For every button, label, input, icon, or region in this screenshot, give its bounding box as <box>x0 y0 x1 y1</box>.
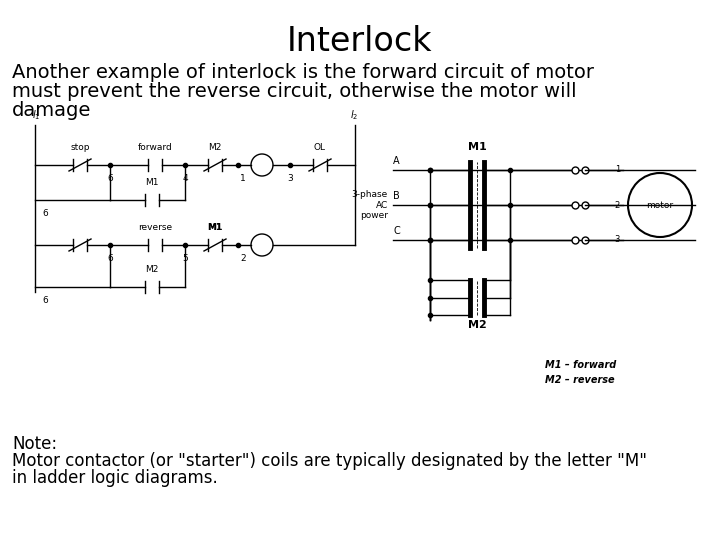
Text: $l_2$: $l_2$ <box>350 108 358 122</box>
Text: damage: damage <box>12 101 91 120</box>
Text: $l_1$: $l_1$ <box>32 108 40 122</box>
Text: 5: 5 <box>182 254 188 263</box>
Text: 3: 3 <box>287 174 293 183</box>
Text: M1: M1 <box>467 142 487 152</box>
Text: M1: M1 <box>207 223 222 232</box>
Text: 6: 6 <box>107 254 113 263</box>
Text: Another example of interlock is the forward circuit of motor: Another example of interlock is the forw… <box>12 63 594 82</box>
Text: stop: stop <box>71 143 90 152</box>
Text: 6: 6 <box>107 174 113 183</box>
Text: forward: forward <box>138 143 172 152</box>
Text: 3-phase
AC
power: 3-phase AC power <box>352 190 388 220</box>
Text: in ladder logic diagrams.: in ladder logic diagrams. <box>12 469 217 487</box>
Text: Interlock: Interlock <box>287 25 433 58</box>
Text: 1: 1 <box>240 174 246 183</box>
Text: M1: M1 <box>145 178 158 187</box>
Text: C: C <box>393 226 400 236</box>
Text: B: B <box>393 191 400 201</box>
Text: reverse: reverse <box>138 223 172 232</box>
Text: M1: M1 <box>207 223 222 232</box>
Text: M2: M2 <box>145 265 158 274</box>
Text: 6: 6 <box>42 209 48 218</box>
Text: 2: 2 <box>615 200 620 210</box>
Text: must prevent the reverse circuit, otherwise the motor will: must prevent the reverse circuit, otherw… <box>12 82 577 101</box>
Text: OL: OL <box>314 143 326 152</box>
Text: M1 – forward: M1 – forward <box>545 360 616 370</box>
Text: motor: motor <box>647 200 674 210</box>
Text: A: A <box>393 156 400 166</box>
Text: M2: M2 <box>467 320 487 330</box>
Text: 1: 1 <box>615 165 620 174</box>
Text: 6: 6 <box>42 296 48 305</box>
Text: M2 – reverse: M2 – reverse <box>545 375 615 385</box>
Text: M2: M2 <box>208 143 222 152</box>
Text: 4: 4 <box>182 174 188 183</box>
Text: Note:: Note: <box>12 435 57 453</box>
Text: 2: 2 <box>240 254 246 263</box>
Text: 3: 3 <box>615 235 620 245</box>
Text: Motor contactor (or "starter") coils are typically designated by the letter "M": Motor contactor (or "starter") coils are… <box>12 452 647 470</box>
